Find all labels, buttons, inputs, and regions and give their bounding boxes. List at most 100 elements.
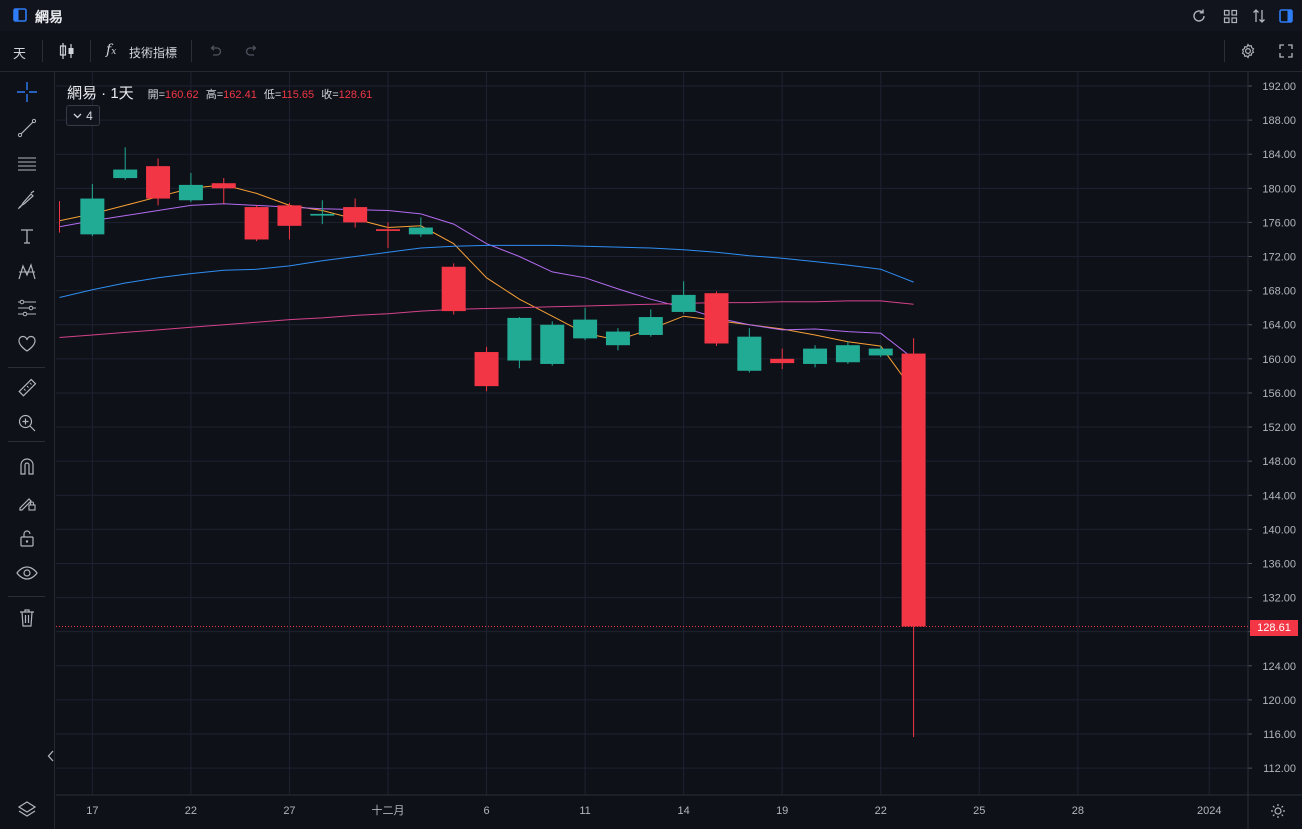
indicator-toggle-button[interactable]: 4 (66, 105, 100, 126)
heart-icon[interactable] (15, 332, 39, 356)
sort-icon[interactable] (1250, 7, 1268, 25)
candle-body (507, 317, 532, 361)
y-tick-label: 144.00 (1262, 490, 1296, 502)
y-tick-label: 112.00 (1263, 763, 1296, 775)
high-label: 高= (205, 89, 224, 101)
candles (59, 147, 926, 737)
fx-icon[interactable]: fx (106, 42, 117, 58)
top-bar: 網易 (0, 0, 1302, 32)
unlock-icon[interactable] (15, 526, 39, 550)
indicator-count: 4 (86, 108, 93, 123)
open-value: 160.62 (165, 89, 199, 101)
magnet-icon[interactable] (15, 454, 39, 478)
y-tick-label: 132.00 (1262, 593, 1296, 605)
candle-body (441, 266, 466, 312)
y-tick-label: 172.00 (1262, 252, 1296, 264)
fullscreen-icon[interactable] (1276, 41, 1296, 61)
candle-body (80, 198, 105, 235)
axes: 192.00 188.00 184.00 180.00 176.00 172.00 168.… (56, 72, 1302, 829)
y-tick-label: 124.00 (1262, 661, 1296, 673)
last-price-value: 128.61 (1257, 622, 1291, 634)
symbol-name[interactable]: 網易 · 1天 (67, 85, 134, 102)
candle-body (671, 294, 696, 312)
candle-body (704, 293, 729, 344)
indicators-button[interactable]: 技術指標 (129, 46, 178, 60)
x-tick-label: 14 (678, 805, 690, 817)
candle-body (376, 229, 400, 231)
chart-toolbar: 天 fx 技術指標 (0, 31, 1302, 72)
horizontal-lines-icon[interactable] (15, 152, 39, 176)
y-tick-label: 168.00 (1262, 286, 1296, 298)
time-axis-settings-icon[interactable] (1268, 801, 1288, 821)
candle-body (737, 336, 762, 371)
candle-body (901, 353, 926, 627)
candlestick-type-icon[interactable] (57, 41, 77, 61)
close-label: 收= (321, 89, 339, 101)
panel-icon[interactable] (1277, 7, 1295, 25)
y-tick-label: 116.00 (1263, 729, 1296, 741)
pattern-tool-icon[interactable] (15, 260, 39, 284)
moving-averages (59, 184, 915, 392)
x-tick-label: 17 (86, 805, 98, 817)
redo-icon[interactable] (243, 42, 261, 60)
low-value: 115.65 (281, 89, 315, 101)
y-tick-label: 156.00 (1262, 388, 1296, 400)
layers-icon[interactable] (15, 798, 39, 822)
x-tick-label: 19 (776, 805, 788, 817)
candle-body (474, 352, 499, 387)
y-tick-label: 192.00 (1262, 81, 1296, 93)
undo-icon[interactable] (206, 42, 224, 60)
x-tick-label: 11 (579, 805, 590, 817)
crosshair-icon[interactable] (15, 80, 39, 104)
y-tick-label: 164.00 (1262, 320, 1296, 332)
ma-line-ma60 (59, 300, 914, 338)
chevron-down-icon (73, 113, 82, 118)
fib-tool-icon[interactable] (15, 296, 39, 320)
collapse-left-icon[interactable] (44, 748, 58, 764)
grid-layout-icon[interactable] (1221, 7, 1239, 25)
y-tick-label: 152.00 (1262, 422, 1296, 434)
settings-gear-icon[interactable] (1238, 41, 1258, 61)
text-tool-icon[interactable] (15, 224, 39, 248)
candle-body (113, 169, 138, 179)
candle-body (605, 331, 630, 346)
candle-body (638, 317, 663, 335)
y-tick-label: 160.00 (1262, 354, 1296, 366)
candle-body (540, 324, 565, 364)
x-tick-label: 27 (283, 805, 295, 817)
refresh-icon[interactable] (1190, 7, 1208, 25)
ma-line-ma5 (59, 184, 915, 392)
x-tick-label: 25 (973, 805, 985, 817)
y-tick-label: 180.00 (1262, 183, 1296, 195)
y-tick-label: 184.00 (1262, 149, 1296, 161)
high-value: 162.41 (223, 89, 257, 101)
last-price-badge: 128.61 (1250, 620, 1298, 636)
open-label: 開= (147, 89, 166, 101)
x-tick-label: 6 (483, 805, 489, 817)
eye-icon[interactable] (15, 562, 39, 586)
ma-line-ma10 (59, 203, 914, 360)
sidebar-toggle-icon[interactable] (12, 7, 28, 23)
zoom-in-icon[interactable] (15, 411, 39, 435)
candle-body (770, 358, 795, 364)
x-tick-label: 22 (185, 805, 197, 817)
y-tick-label: 176.00 (1262, 217, 1296, 229)
app-title: 網易 (35, 9, 63, 25)
candle-body (178, 184, 203, 201)
interval-button[interactable]: 天 (13, 46, 27, 61)
candle-body (868, 348, 893, 356)
lock-drawing-icon[interactable] (15, 490, 39, 514)
candle-body (343, 207, 368, 223)
trash-icon[interactable] (15, 606, 39, 630)
candle-body (310, 213, 335, 216)
y-tick-label: 148.00 (1262, 456, 1296, 468)
ruler-icon[interactable] (15, 376, 39, 400)
y-tick-label: 136.00 (1262, 558, 1296, 570)
x-tick-label: 2024 (1197, 805, 1221, 817)
brush-icon[interactable] (15, 188, 39, 212)
low-label: 低= (263, 89, 282, 101)
y-tick-label: 188.00 (1262, 115, 1296, 127)
trend-line-icon[interactable] (15, 116, 39, 140)
chart-grid (56, 72, 1248, 795)
